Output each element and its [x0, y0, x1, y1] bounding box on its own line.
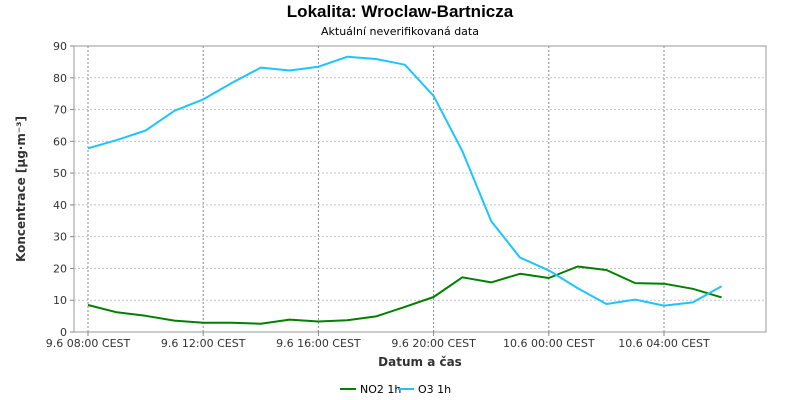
- legend-label-no2-1h: NO2 1h: [360, 383, 401, 396]
- chart-subtitle: Aktuální neverifikovaná data: [321, 25, 479, 38]
- legend: NO2 1h O3 1h: [340, 383, 451, 396]
- y-tick-label: 20: [53, 262, 67, 275]
- grid-lines: [74, 46, 766, 332]
- legend-label-o3-1h: O3 1h: [418, 383, 451, 396]
- chart-title: Lokalita: Wroclaw-Bartnicza: [287, 2, 514, 21]
- y-axis-label: Koncentrace [µg·m⁻³]: [14, 116, 28, 262]
- x-tick-label: 10.6 04:00 CEST: [618, 337, 710, 350]
- y-tick-label: 10: [53, 294, 67, 307]
- y-tick-label: 60: [53, 135, 67, 148]
- y-tick-label: 40: [53, 199, 67, 212]
- series-line-o3-1h: [87, 55, 723, 307]
- series-line-no2-1h: [87, 265, 722, 325]
- y-tick-label: 50: [53, 167, 67, 180]
- x-axis-label: Datum a čas: [378, 355, 462, 369]
- x-tick-label: 10.6 00:00 CEST: [503, 337, 595, 350]
- y-tick-label: 70: [53, 104, 67, 117]
- y-tick-label: 0: [60, 326, 67, 339]
- plot-area: [73, 45, 767, 333]
- y-tick-label: 80: [53, 72, 67, 85]
- y-tick-label: 30: [53, 231, 67, 244]
- y-tick-label: 90: [53, 40, 67, 53]
- series-lines: [87, 55, 723, 325]
- x-tick-label: 9.6 20:00 CEST: [391, 337, 476, 350]
- x-tick-label: 9.6 12:00 CEST: [161, 337, 246, 350]
- x-tick-label: 9.6 08:00 CEST: [46, 337, 131, 350]
- x-tick-label: 9.6 16:00 CEST: [276, 337, 361, 350]
- x-axis-ticks: 9.6 08:00 CEST 9.6 12:00 CEST 9.6 16:00 CE…: [46, 332, 710, 350]
- y-axis-ticks: 0 10 20 30 40 50 60 70 80 90: [53, 40, 74, 339]
